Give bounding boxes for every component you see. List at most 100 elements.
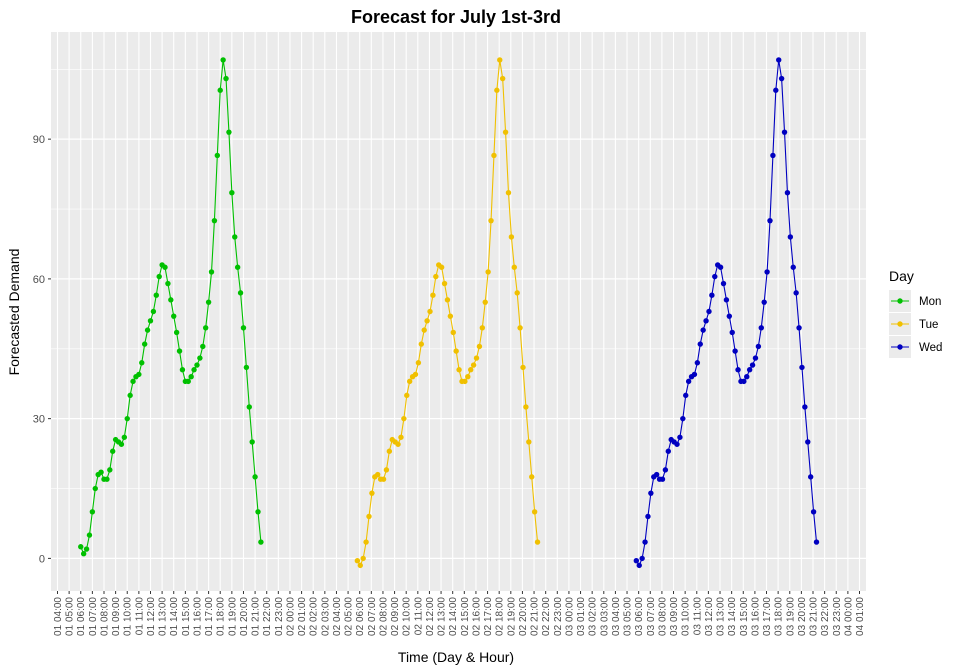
data-point xyxy=(473,355,480,361)
data-point xyxy=(258,539,264,545)
data-point xyxy=(531,509,538,515)
x-tick-label: 03 14:00 xyxy=(727,597,738,636)
x-tick-label: 03 03:00 xyxy=(599,597,610,636)
x-tick-label: 01 15:00 xyxy=(181,597,192,636)
data-point xyxy=(720,280,727,287)
data-point xyxy=(450,329,456,336)
data-point xyxy=(197,355,203,361)
data-point xyxy=(200,343,206,350)
legend-title: Day xyxy=(889,268,914,284)
data-point xyxy=(767,217,773,224)
data-point xyxy=(764,269,770,275)
x-tick-label: 03 16:00 xyxy=(750,597,761,636)
data-point xyxy=(150,308,157,315)
data-point xyxy=(709,292,715,298)
x-tick-label: 03 22:00 xyxy=(820,597,831,636)
data-point xyxy=(404,392,410,399)
data-point xyxy=(139,360,145,366)
series-wed xyxy=(633,57,820,569)
x-tick-label: 03 04:00 xyxy=(611,597,622,636)
data-point xyxy=(147,318,154,324)
x-tick-label: 01 23:00 xyxy=(274,597,285,636)
data-point xyxy=(683,392,689,399)
data-point xyxy=(479,325,486,331)
x-tick-label: 03 13:00 xyxy=(716,597,727,636)
x-tick-label: 01 22:00 xyxy=(262,597,273,636)
data-point xyxy=(456,367,462,373)
x-tick-label: 03 00:00 xyxy=(564,597,575,636)
data-point xyxy=(395,441,401,447)
data-point xyxy=(107,467,113,473)
data-point xyxy=(421,327,427,333)
data-point xyxy=(234,264,241,270)
data-point xyxy=(438,264,445,270)
y-tick-label: 90 xyxy=(33,134,45,146)
x-tick-label: 04 00:00 xyxy=(843,597,854,636)
data-point xyxy=(383,467,390,473)
x-tick-label: 01 07:00 xyxy=(88,597,99,636)
x-tick-label: 03 10:00 xyxy=(681,597,692,636)
x-tick-label: 03 21:00 xyxy=(809,597,820,636)
x-tick-label: 01 11:00 xyxy=(134,597,145,636)
data-point xyxy=(746,367,753,373)
data-point xyxy=(424,318,430,324)
data-point xyxy=(433,273,439,280)
x-tick-label: 02 13:00 xyxy=(437,597,448,636)
x-tick-label: 02 01:00 xyxy=(297,597,308,636)
x-tick-label: 02 12:00 xyxy=(425,597,436,636)
data-point xyxy=(744,374,750,380)
data-point xyxy=(121,434,128,440)
data-point xyxy=(778,75,785,82)
data-point xyxy=(761,299,767,305)
data-point xyxy=(703,318,709,324)
data-point xyxy=(529,474,535,480)
data-point xyxy=(796,325,802,331)
x-tick-label: 01 16:00 xyxy=(192,597,203,636)
x-tick-label: 01 10:00 xyxy=(123,597,134,636)
data-point xyxy=(80,551,87,557)
data-point xyxy=(810,509,817,515)
data-point xyxy=(790,264,796,270)
y-axis: 0 30 60 90 xyxy=(33,134,51,565)
data-point xyxy=(465,374,471,380)
data-point xyxy=(468,367,474,373)
data-point xyxy=(366,513,372,520)
data-point xyxy=(418,341,425,347)
data-point xyxy=(232,234,238,240)
data-point xyxy=(735,367,741,373)
data-point xyxy=(813,539,820,545)
data-point xyxy=(677,434,683,440)
x-tick-label: 01 20:00 xyxy=(239,597,250,636)
x-tick-label: 03 07:00 xyxy=(646,597,657,636)
data-point xyxy=(176,348,183,354)
data-point xyxy=(441,280,448,287)
data-point xyxy=(386,448,393,454)
series-layer xyxy=(78,57,820,569)
data-point xyxy=(240,325,247,331)
legend: Day Mon Tue Wed xyxy=(889,268,942,358)
grid-minor-y xyxy=(51,68,866,489)
data-point xyxy=(476,343,483,350)
data-point xyxy=(502,129,509,135)
y-axis-title: Forecasted Demand xyxy=(6,249,22,376)
legend-label: Mon xyxy=(919,296,941,308)
data-point xyxy=(211,217,218,224)
data-point xyxy=(252,474,258,480)
data-point xyxy=(191,367,197,373)
data-point xyxy=(447,313,454,319)
x-tick-label: 01 19:00 xyxy=(227,597,238,636)
data-point xyxy=(793,290,799,296)
data-point xyxy=(202,325,209,331)
data-point xyxy=(92,485,98,492)
data-point xyxy=(171,313,177,319)
data-point xyxy=(453,348,459,354)
data-point xyxy=(141,341,148,347)
x-tick-label: 02 16:00 xyxy=(471,597,482,636)
x-tick-label: 03 01:00 xyxy=(576,597,587,636)
x-tick-label: 02 17:00 xyxy=(483,597,494,636)
x-tick-label: 02 02:00 xyxy=(309,597,320,636)
data-point xyxy=(226,129,232,135)
data-point xyxy=(127,392,133,399)
series-mon xyxy=(78,57,264,557)
x-tick-label: 04 01:00 xyxy=(855,597,866,636)
